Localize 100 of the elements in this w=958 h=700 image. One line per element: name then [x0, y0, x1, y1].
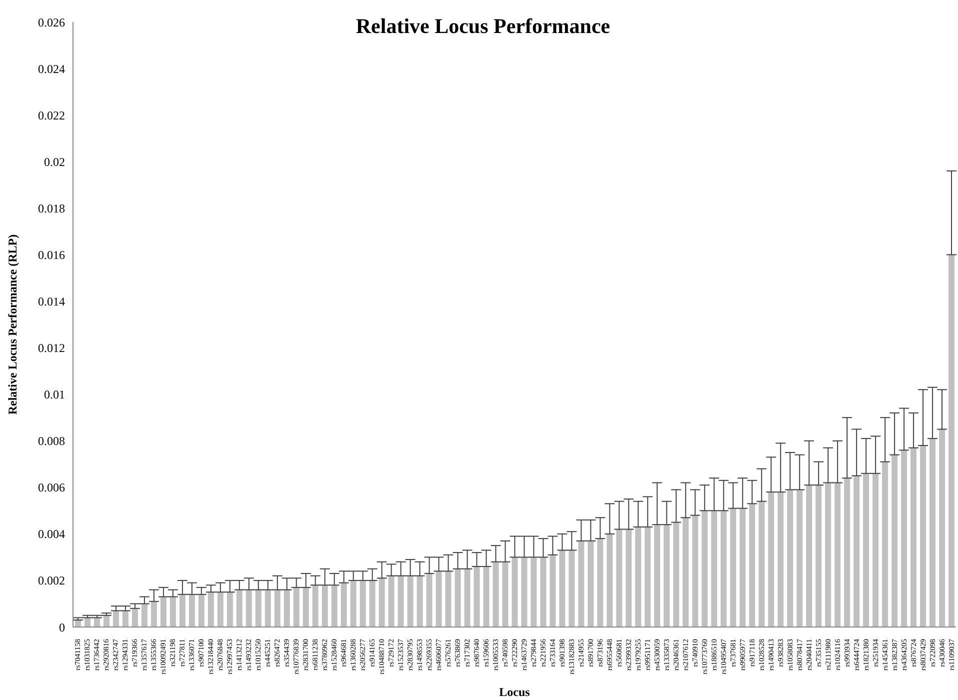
bar — [644, 526, 651, 627]
bar — [711, 510, 718, 627]
bar — [559, 550, 566, 627]
bar — [454, 568, 461, 627]
bar — [540, 557, 546, 627]
y-tick-label: 0.008 — [38, 434, 65, 448]
bar — [692, 515, 698, 627]
bar — [122, 610, 128, 627]
y-tick-label: 0.004 — [38, 527, 65, 542]
bar — [825, 482, 832, 627]
bar — [673, 522, 680, 627]
bar — [948, 254, 955, 627]
bar — [160, 596, 166, 627]
bar — [274, 590, 280, 627]
bar — [322, 585, 328, 627]
bar — [796, 490, 803, 627]
bar — [426, 573, 432, 627]
bar — [758, 501, 765, 627]
bar — [787, 490, 794, 627]
bar — [331, 585, 338, 627]
bar — [740, 508, 746, 627]
bar — [388, 576, 394, 627]
bar — [816, 485, 822, 627]
bar — [179, 594, 186, 627]
bar — [768, 492, 774, 627]
bar — [502, 562, 508, 627]
y-tick-label: 0.026 — [38, 15, 65, 30]
bar — [103, 615, 110, 627]
bar — [778, 492, 784, 627]
bar — [492, 562, 499, 627]
bar — [606, 534, 613, 627]
bar — [930, 438, 936, 627]
bar — [312, 585, 318, 627]
bar — [901, 450, 908, 627]
bar — [246, 590, 252, 627]
y-tick-label: 0.02 — [44, 154, 65, 169]
bar — [436, 571, 442, 627]
bar — [112, 610, 119, 627]
bar — [483, 566, 490, 627]
bar — [340, 582, 347, 627]
bar — [882, 462, 888, 627]
bar — [578, 540, 584, 627]
y-tick-label: 0.016 — [38, 248, 65, 262]
y-tick-label: 0.024 — [38, 62, 65, 76]
bar — [407, 576, 414, 627]
x-axis-title: Locus — [499, 685, 530, 699]
bar — [217, 592, 224, 627]
bar — [208, 592, 214, 627]
y-tick-label: 0.01 — [44, 388, 65, 402]
bar — [568, 550, 575, 627]
bar — [445, 571, 452, 627]
y-tick-label: 0.018 — [38, 201, 65, 216]
bar — [369, 580, 376, 627]
bar — [834, 482, 841, 627]
bar — [188, 594, 195, 627]
bar — [854, 476, 860, 627]
bar — [293, 587, 300, 627]
bar — [84, 618, 90, 627]
bar — [464, 568, 470, 627]
chart-title: Relative Locus Performance — [356, 14, 610, 38]
bar — [360, 580, 366, 627]
bar — [150, 601, 157, 627]
bar — [939, 429, 946, 627]
bar — [416, 576, 423, 627]
bar — [255, 590, 262, 627]
bar — [844, 478, 850, 627]
y-tick-label: 0.022 — [38, 108, 65, 122]
bar — [132, 608, 138, 627]
bar — [94, 618, 100, 627]
bar — [892, 454, 898, 627]
bar — [588, 540, 594, 627]
bar — [170, 596, 176, 627]
bar — [550, 554, 556, 627]
bar — [920, 446, 926, 627]
bar — [398, 576, 404, 627]
bar — [749, 504, 756, 627]
bar — [378, 578, 385, 627]
bar — [872, 473, 879, 627]
bar — [720, 510, 727, 627]
bar — [302, 587, 309, 627]
y-tick-label: 0 — [59, 620, 65, 634]
bar — [730, 508, 736, 627]
bar — [654, 524, 660, 627]
bar — [806, 485, 812, 627]
bar — [226, 592, 233, 627]
y-tick-label: 0.014 — [38, 294, 65, 308]
bar — [635, 526, 642, 627]
bar — [264, 590, 271, 627]
bar — [664, 524, 670, 627]
bar — [530, 557, 537, 627]
bar — [236, 590, 242, 627]
bar — [141, 604, 148, 627]
y-tick-label: 0.002 — [38, 574, 65, 588]
y-tick-label: 0.006 — [38, 480, 65, 495]
bar — [512, 557, 518, 627]
bar — [682, 518, 689, 627]
y-tick-label: 0.012 — [38, 341, 65, 356]
bar — [626, 529, 632, 627]
bar — [702, 510, 708, 627]
bar — [474, 566, 480, 627]
